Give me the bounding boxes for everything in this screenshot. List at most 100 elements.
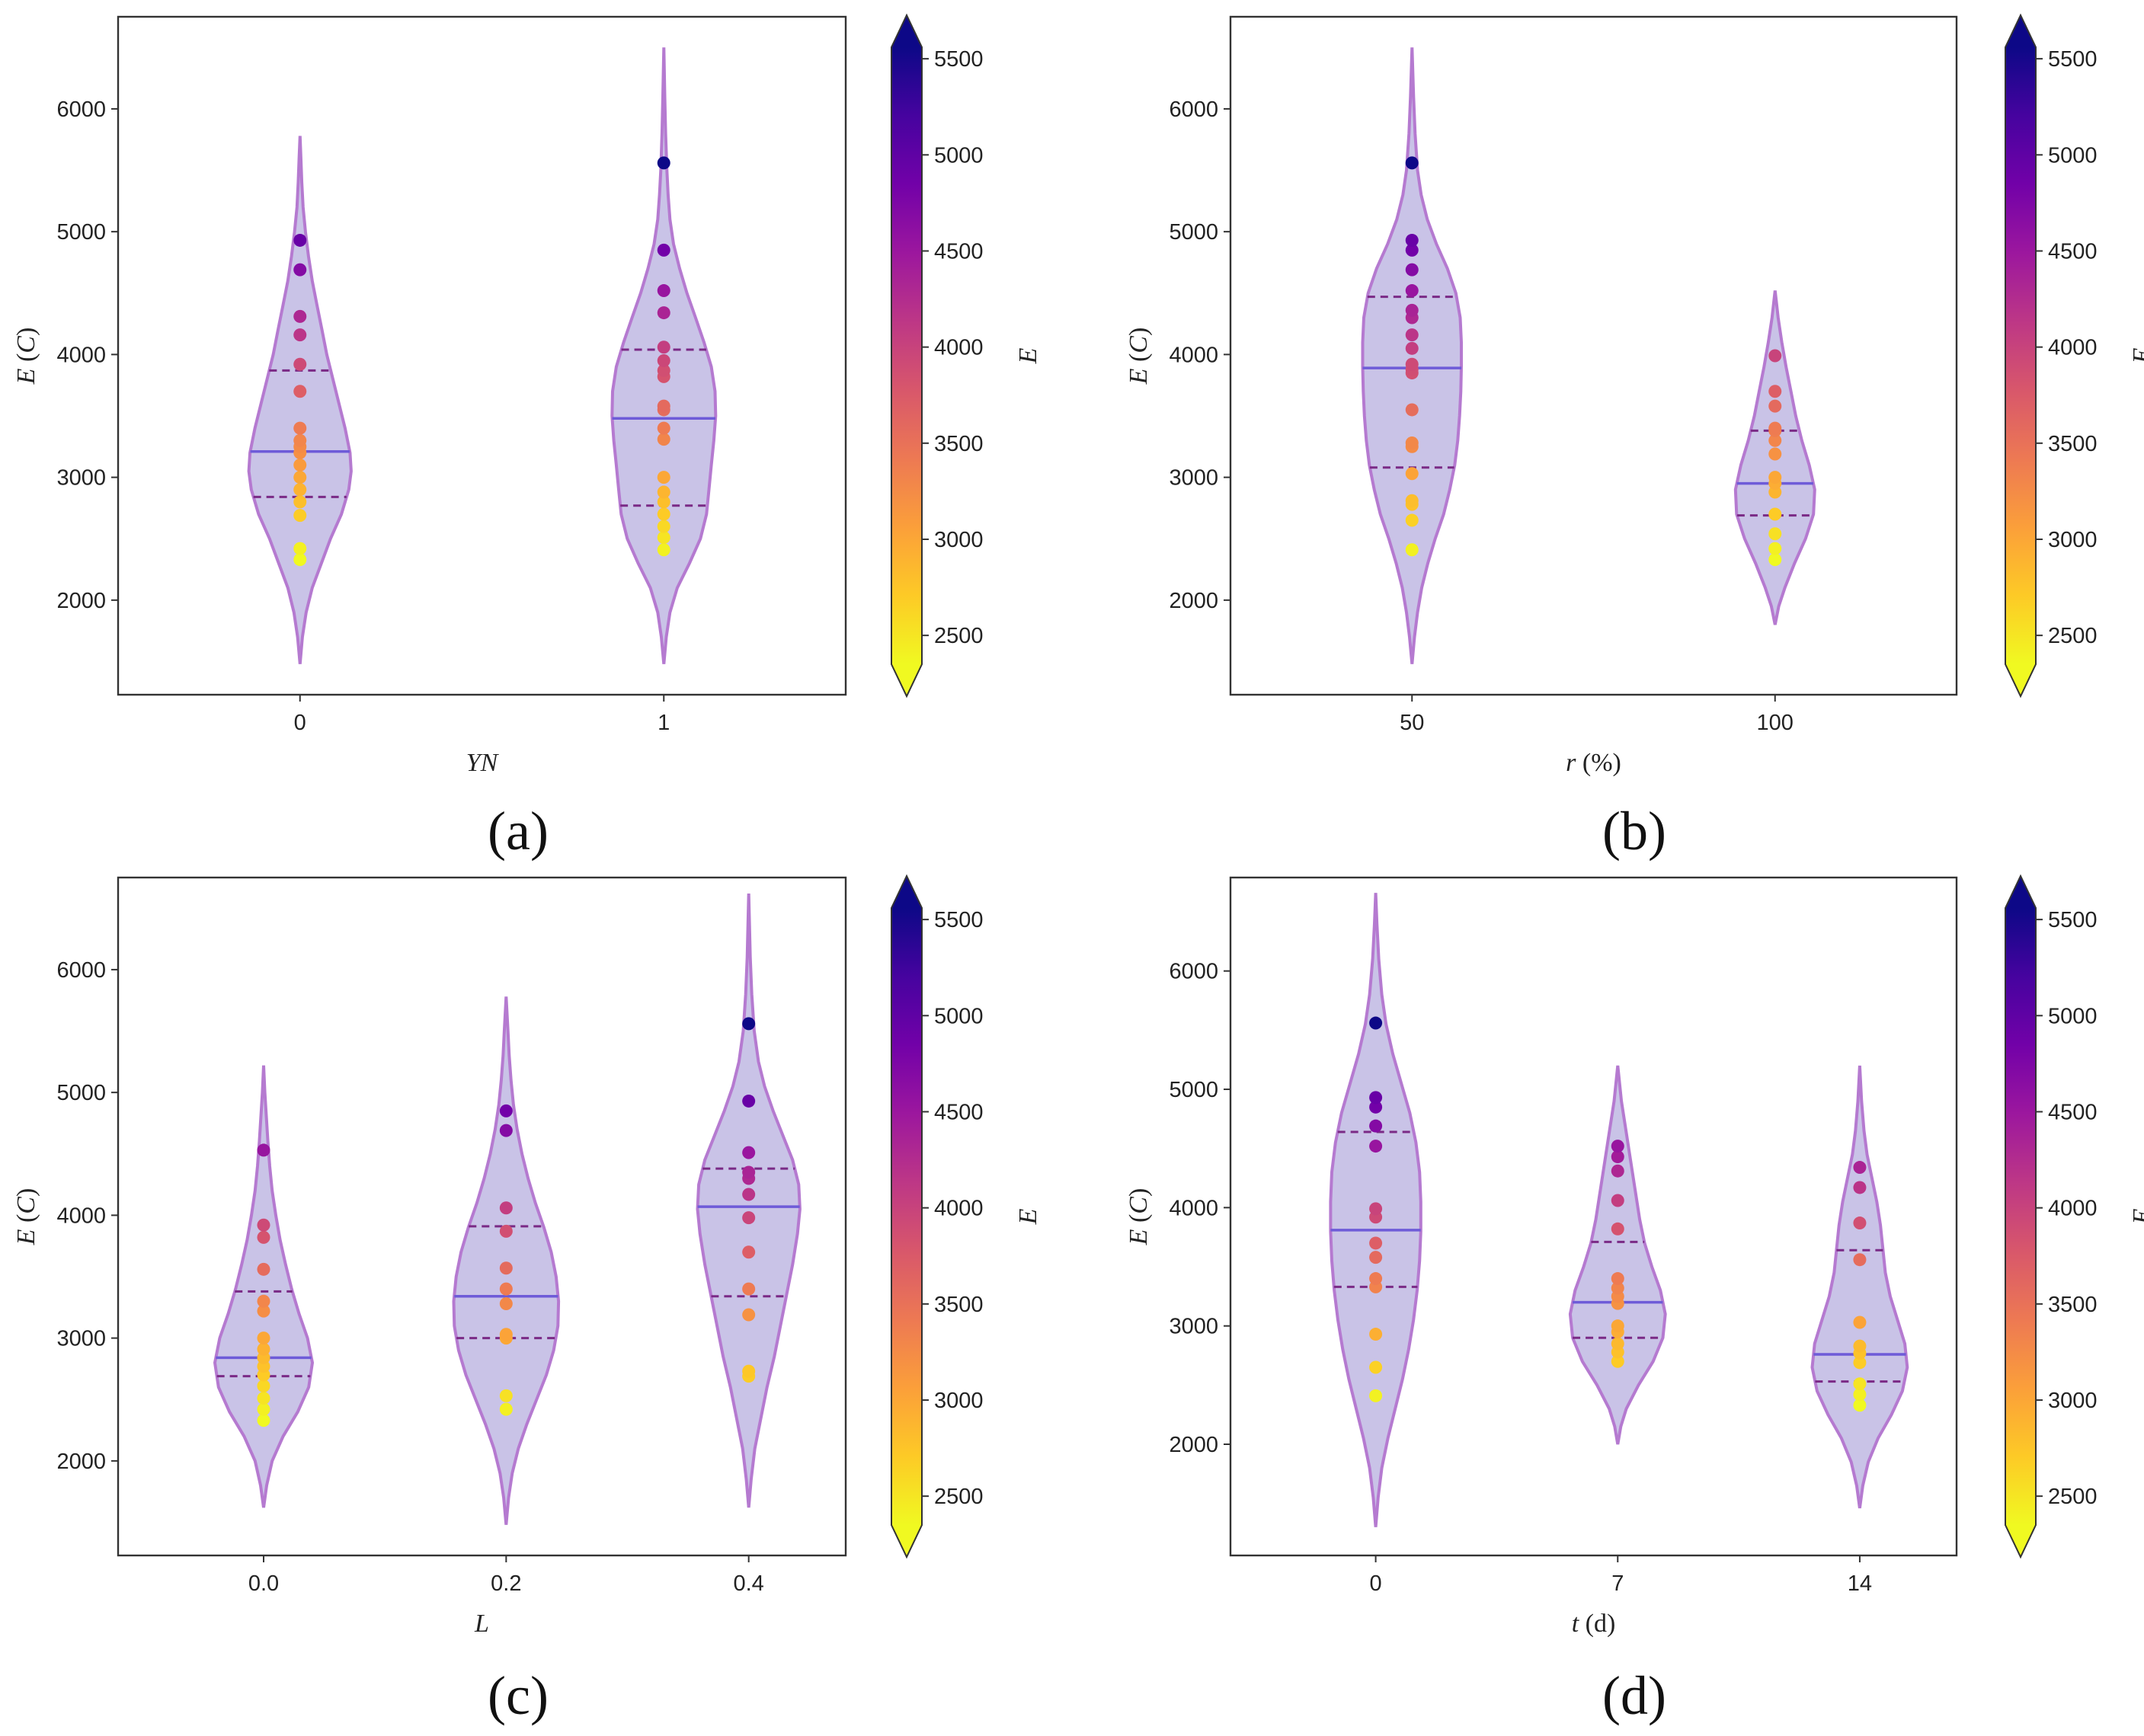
data-point xyxy=(1768,471,1782,484)
data-point xyxy=(499,1261,513,1275)
colorbar-extend-max xyxy=(2005,15,2036,47)
colorbar-tick-label: 4500 xyxy=(934,1100,984,1124)
data-point xyxy=(657,340,670,354)
chart-panel-1: 2000 3000 4000 5000 6000 0 1 E (C) YN (a) 2500 3000… xyxy=(12,13,1042,862)
x-tick-label: 14 xyxy=(1848,1571,1872,1596)
data-point xyxy=(657,399,670,413)
data-point xyxy=(1405,233,1419,247)
data-point xyxy=(1405,436,1419,449)
data-point xyxy=(257,1230,270,1244)
data-point xyxy=(1611,1222,1624,1236)
data-point xyxy=(1405,513,1419,527)
y-tick-label: 2000 xyxy=(1169,589,1218,613)
data-point xyxy=(742,1188,756,1201)
data-point xyxy=(1768,399,1782,413)
data-point xyxy=(742,1364,756,1378)
data-point xyxy=(1768,349,1782,363)
data-point xyxy=(1853,1377,1867,1391)
data-point xyxy=(657,520,670,533)
colorbar-tick-label: 2500 xyxy=(934,624,984,648)
colorbar-gradient xyxy=(891,47,922,664)
data-point xyxy=(257,1380,270,1392)
data-point xyxy=(1853,1216,1867,1230)
colorbar-outline xyxy=(2005,874,2037,1559)
colorbar-tick-label: 5500 xyxy=(2048,908,2098,932)
x-axis-label: YN xyxy=(466,749,500,777)
plot-frame xyxy=(1229,876,1958,1557)
data-point xyxy=(1611,1140,1624,1153)
plot-frame xyxy=(1229,15,1958,696)
y-tick-label: 4000 xyxy=(56,1204,106,1228)
data-point xyxy=(499,1104,513,1117)
data-point xyxy=(657,363,670,377)
data-point xyxy=(1369,1140,1383,1153)
data-point xyxy=(257,1143,270,1157)
y-tick-label: 5000 xyxy=(56,220,106,245)
data-point xyxy=(1369,1016,1383,1030)
y-tick-label: 2000 xyxy=(56,1450,106,1474)
x-tick-label: 1 xyxy=(658,711,670,735)
data-point xyxy=(1853,1356,1867,1370)
x-axis-label: r (%) xyxy=(1566,749,1621,777)
y-tick-label: 4000 xyxy=(1169,343,1218,367)
colorbar-extend-min xyxy=(2005,1525,2036,1557)
data-point xyxy=(742,1094,756,1108)
data-point xyxy=(293,542,307,555)
colorbar-outline xyxy=(891,13,923,699)
data-point xyxy=(1853,1339,1867,1353)
data-point xyxy=(657,421,670,435)
data-point xyxy=(293,495,307,509)
data-point xyxy=(1768,553,1782,567)
panel-label: (b) xyxy=(1602,801,1666,862)
data-point xyxy=(257,1294,270,1308)
colorbar-tick-label: 4000 xyxy=(2048,336,2098,360)
data-point xyxy=(293,458,307,472)
data-point xyxy=(499,1224,513,1238)
data-point xyxy=(1369,1328,1383,1341)
data-point xyxy=(1853,1253,1867,1267)
data-point xyxy=(1768,385,1782,398)
data-point xyxy=(1369,1360,1383,1374)
data-point xyxy=(293,471,307,484)
x-tick-label: 0 xyxy=(1370,1571,1382,1596)
colorbar-tick-label: 2500 xyxy=(2048,624,2098,648)
x-axis-label: t (d) xyxy=(1572,1610,1616,1638)
plot-frame xyxy=(117,15,847,696)
data-point xyxy=(1369,1272,1383,1286)
data-point xyxy=(1853,1399,1867,1412)
data-point xyxy=(1369,1119,1383,1133)
colorbar-extend-max xyxy=(891,876,922,908)
colorbar-gradient xyxy=(2005,908,2036,1525)
data-point xyxy=(499,1389,513,1402)
data-point xyxy=(293,263,307,277)
y-tick-label: 2000 xyxy=(1169,1433,1218,1457)
colorbar-tick-label: 2500 xyxy=(2048,1485,2098,1509)
y-tick-label: 3000 xyxy=(1169,466,1218,491)
data-point xyxy=(657,495,670,509)
colorbar-outline xyxy=(2005,13,2037,699)
x-tick-label: 0.4 xyxy=(734,1571,764,1596)
data-point xyxy=(293,385,307,398)
violin-50 xyxy=(1361,47,1463,664)
data-point xyxy=(1611,1319,1624,1333)
x-tick-label: 100 xyxy=(1757,711,1794,735)
colorbar-gradient xyxy=(891,908,922,1525)
colorbar-extend-max xyxy=(2005,876,2036,908)
data-point xyxy=(1405,494,1419,507)
violin-0.0 xyxy=(213,1065,315,1508)
data-point xyxy=(657,284,670,298)
data-point xyxy=(1369,1091,1383,1105)
colorbar-tick-label: 5000 xyxy=(934,143,984,168)
data-point xyxy=(1611,1354,1624,1368)
panel-label: (a) xyxy=(488,801,549,862)
x-tick-label: 50 xyxy=(1400,711,1424,735)
data-point xyxy=(1853,1181,1867,1194)
data-point xyxy=(742,1245,756,1259)
data-point xyxy=(1611,1272,1624,1286)
colorbar: 2500 3000 3500 4000 4500 5000 5500 E xyxy=(891,874,1042,1559)
data-point xyxy=(1611,1164,1624,1178)
colorbar-tick-label: 5000 xyxy=(2048,143,2098,168)
data-point xyxy=(657,507,670,521)
x-tick-label: 0.2 xyxy=(491,1571,521,1596)
